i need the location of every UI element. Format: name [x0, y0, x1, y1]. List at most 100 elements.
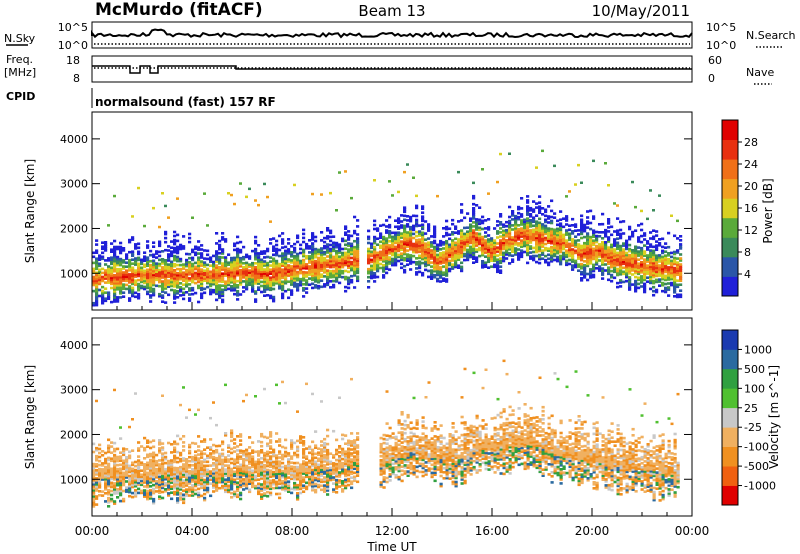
range-cell: [239, 457, 243, 460]
range-cell: [191, 270, 195, 274]
range-cell: [131, 475, 135, 479]
range-cell: [442, 251, 446, 254]
range-cell: [643, 254, 647, 257]
range-cell: [104, 477, 108, 481]
range-cell: [197, 252, 201, 255]
range-cell: [347, 244, 351, 247]
range-cell: [239, 493, 243, 497]
range-cell: [161, 472, 165, 476]
range-cell: [173, 301, 177, 304]
range-cell: [391, 231, 395, 235]
range-cell: [347, 254, 351, 257]
range-cell: [556, 257, 560, 261]
range-cell: [203, 265, 207, 268]
cpid-value: normalsound (fast) 157 RF: [95, 95, 276, 109]
range-cell: [580, 214, 584, 218]
range-cell: [131, 495, 135, 499]
range-cell: [257, 252, 261, 255]
range-cell: [350, 252, 354, 256]
range-cell: [107, 464, 111, 468]
range-cell: [565, 243, 569, 246]
range-cell: [382, 243, 386, 247]
range-cell: [251, 451, 255, 454]
range-cell: [188, 486, 192, 489]
range-cell: [442, 253, 446, 256]
range-cell: [499, 253, 503, 256]
range-cell: [275, 383, 278, 387]
range-cell: [388, 268, 392, 271]
range-cell: [257, 482, 261, 486]
range-cell: [146, 481, 150, 485]
range-cell: [110, 499, 114, 503]
range-cell: [481, 168, 484, 171]
range-cell: [607, 260, 611, 263]
range-cell: [607, 236, 611, 239]
range-cell: [397, 225, 401, 228]
range-cell: [391, 249, 395, 253]
range-cell: [499, 251, 503, 254]
range-cell: [538, 211, 542, 214]
range-cell: [272, 460, 276, 464]
range-cell: [128, 456, 132, 460]
range-cell: [613, 248, 617, 251]
range-cell: [517, 217, 521, 221]
range-cell: [649, 265, 653, 269]
range-cell: [535, 224, 539, 228]
range-cell: [344, 225, 348, 228]
range-cell: [679, 259, 683, 262]
range-cell: [110, 457, 114, 460]
range-cell: [92, 485, 96, 488]
range-cell: [394, 231, 398, 235]
range-cell: [221, 468, 225, 472]
range-cell: [574, 265, 578, 269]
range-cell: [403, 230, 407, 234]
range-cell: [116, 477, 120, 481]
range-cell: [113, 461, 117, 465]
range-cell: [284, 271, 288, 275]
range-cell: [95, 281, 99, 285]
range-cell: [628, 247, 632, 251]
range-cell: [553, 258, 557, 262]
range-cell: [472, 239, 476, 242]
colorbar-swatch: [722, 159, 738, 180]
range-cell: [275, 472, 279, 476]
range-cell: [302, 277, 306, 280]
range-cell: [634, 245, 638, 249]
range-cell: [356, 255, 360, 258]
range-cell: [233, 256, 237, 260]
range-cell: [134, 392, 137, 395]
range-cell: [499, 223, 503, 226]
range-cell: [182, 265, 186, 268]
range-cell: [356, 243, 360, 246]
range-cell: [242, 286, 246, 289]
range-cell: [640, 271, 644, 274]
range-cell: [481, 243, 485, 247]
range-cell: [571, 268, 575, 271]
range-cell: [320, 231, 324, 234]
range-cell: [263, 284, 267, 287]
range-cell: [646, 258, 650, 261]
range-cell: [200, 456, 204, 459]
range-cell: [266, 263, 270, 267]
range-cell: [221, 262, 225, 265]
range-cell: [143, 467, 147, 470]
range-cell: [538, 217, 542, 221]
range-cell: [478, 206, 482, 209]
range-cell: [290, 261, 294, 264]
range-cell: [583, 252, 587, 255]
range-cell: [616, 251, 620, 255]
range-cell: [266, 480, 270, 484]
range-cell: [275, 271, 279, 275]
range-cell: [373, 268, 377, 271]
range-cell: [511, 242, 515, 245]
range-cell: [143, 265, 147, 269]
range-cell: [269, 284, 273, 288]
range-cell: [260, 266, 264, 270]
range-cell: [571, 250, 575, 253]
range-cell: [580, 230, 584, 234]
range-cell: [466, 240, 470, 244]
range-cell: [101, 299, 105, 303]
range-cell: [161, 290, 165, 293]
range-cell: [110, 441, 114, 444]
range-cell: [251, 479, 255, 483]
